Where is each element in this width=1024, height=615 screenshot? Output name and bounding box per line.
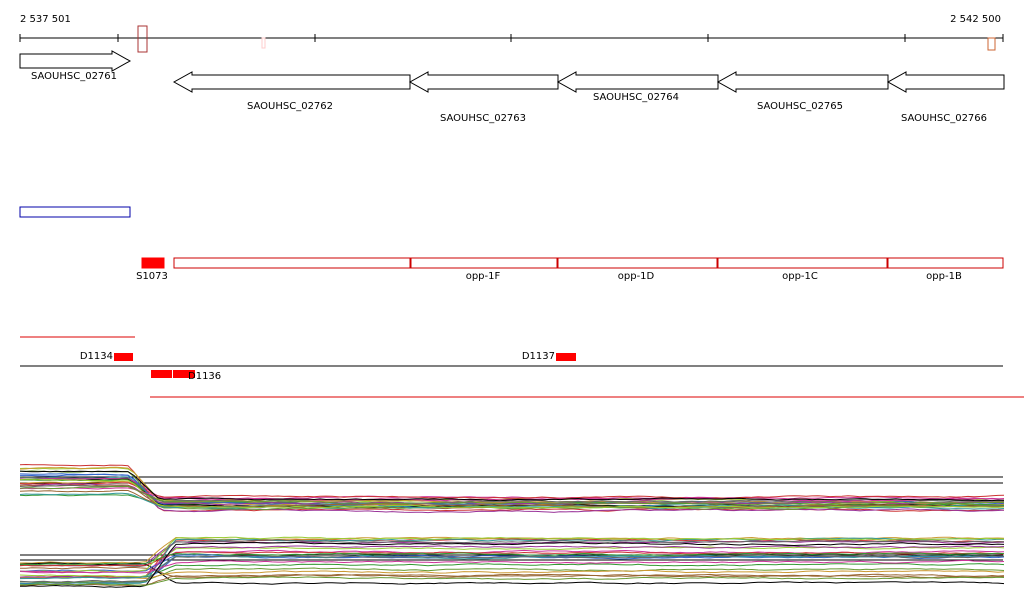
expression-line <box>19 470 1005 511</box>
expression-line <box>19 483 1004 506</box>
expression-line <box>19 477 1005 500</box>
expression-line <box>20 576 1005 586</box>
feature-label: S1073 <box>136 271 168 282</box>
gene-arrow <box>556 71 719 93</box>
segment-box <box>173 370 195 378</box>
gene-label: SAOUHSC_02761 <box>31 71 117 82</box>
gene-arrow <box>886 71 1005 93</box>
expression-line <box>19 478 1005 509</box>
ruler-start: 2 537 501 <box>20 14 71 25</box>
expression-line <box>20 567 1005 584</box>
feature-box <box>141 257 165 269</box>
gene-label: SAOUHSC_02763 <box>440 113 526 124</box>
expression-line <box>19 559 1005 574</box>
expression-line <box>20 477 1005 514</box>
expression-line <box>19 539 1004 567</box>
expression-line <box>19 551 1005 567</box>
expression-line <box>19 481 1005 499</box>
gene-arrow <box>716 71 889 93</box>
gene-arrow <box>172 71 411 93</box>
gene-arrow <box>19 50 132 72</box>
feature-label: opp-1D <box>618 271 655 282</box>
feature-label: opp-1C <box>782 271 818 282</box>
marker <box>261 37 266 49</box>
gene-label: SAOUHSC_02762 <box>247 101 333 112</box>
blue-feature <box>19 206 131 218</box>
feature-box <box>410 257 558 269</box>
feature-label: opp-1B <box>926 271 962 282</box>
segment-box <box>151 370 172 378</box>
expression-line <box>19 554 1005 583</box>
feature-label: opp-1F <box>466 271 501 282</box>
expression-line <box>19 573 1005 587</box>
expression-line <box>19 485 1005 506</box>
segment-label: D1137 <box>522 351 555 362</box>
segment-box <box>556 353 576 361</box>
feature-box <box>557 257 718 269</box>
gene-arrow <box>408 71 559 93</box>
marker <box>987 37 996 51</box>
gene-label: SAOUHSC_02765 <box>757 101 843 112</box>
gene-label: SAOUHSC_02766 <box>901 113 987 124</box>
expression-line <box>19 562 1005 585</box>
selection-marker <box>137 25 148 53</box>
expression-line <box>19 545 1005 579</box>
expression-line <box>19 536 1005 573</box>
segment-label: D1136 <box>188 371 221 382</box>
expression-line <box>20 541 1005 588</box>
expression-line <box>19 552 1005 566</box>
expression-line <box>20 569 1005 580</box>
expression-line <box>19 537 1005 585</box>
feature-box <box>173 257 411 269</box>
gene-label: SAOUHSC_02764 <box>593 92 679 103</box>
ruler-end: 2 542 500 <box>950 14 1001 25</box>
feature-box <box>887 257 1004 269</box>
expression-line <box>19 470 1005 502</box>
segment-label: D1134 <box>80 351 113 362</box>
segment-box <box>114 353 133 361</box>
feature-box <box>717 257 888 269</box>
expression-line <box>19 563 1005 579</box>
